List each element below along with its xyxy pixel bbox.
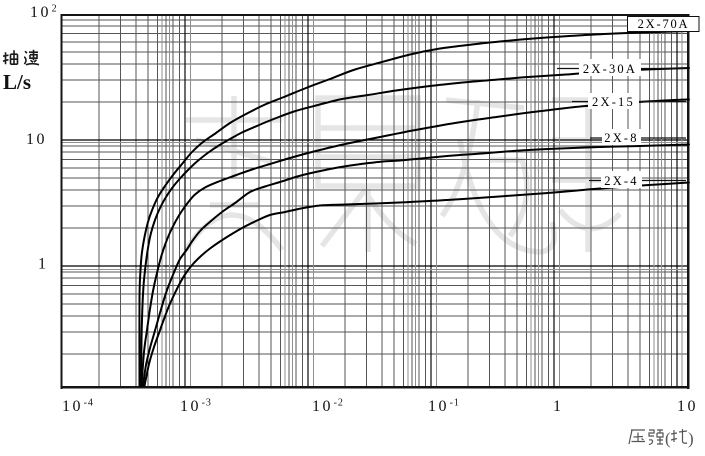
svg-text:1: 1 <box>38 256 46 273</box>
svg-text:-4: -4 <box>84 398 94 409</box>
svg-text:2X-8: 2X-8 <box>604 131 639 145</box>
svg-text:-3: -3 <box>202 398 212 409</box>
svg-text:2: 2 <box>52 4 58 15</box>
svg-text:10: 10 <box>26 131 47 148</box>
svg-text:-2: -2 <box>334 398 344 409</box>
svg-text:10: 10 <box>30 4 51 21</box>
svg-text:2X-70A: 2X-70A <box>638 17 690 31</box>
svg-text:2X-15: 2X-15 <box>592 95 635 109</box>
svg-text:2X-4: 2X-4 <box>604 174 639 188</box>
svg-text:10: 10 <box>428 398 449 415</box>
svg-text:10: 10 <box>312 398 333 415</box>
svg-text:1: 1 <box>553 398 561 415</box>
svg-text:): ) <box>688 429 694 448</box>
svg-text:2X-30A: 2X-30A <box>583 62 637 76</box>
svg-text:(: ( <box>665 429 671 448</box>
svg-text:10: 10 <box>180 398 201 415</box>
svg-text:L/s: L/s <box>3 70 31 94</box>
svg-text:10: 10 <box>62 398 83 415</box>
svg-text:10: 10 <box>677 398 698 415</box>
svg-text:-1: -1 <box>450 398 460 409</box>
